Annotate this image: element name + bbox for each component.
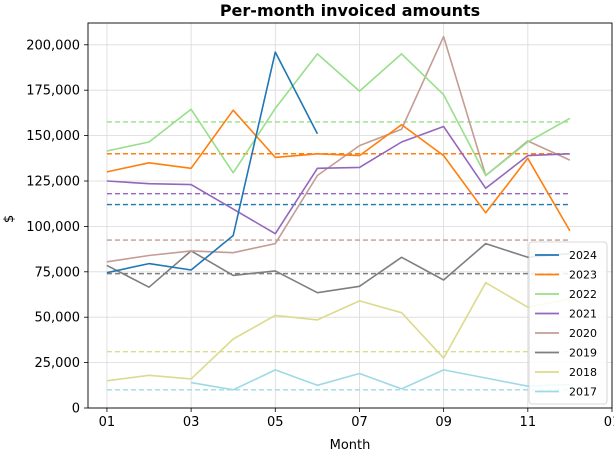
y-tick-label: 125,000 — [26, 174, 80, 189]
legend-label-2020: 2020 — [569, 327, 597, 340]
mean-lines — [106, 121, 570, 391]
series-line-2021 — [106, 125, 570, 235]
series-line-2017 — [190, 369, 570, 391]
plot-frame — [87, 22, 613, 409]
x-tick-label: 01 — [604, 415, 614, 430]
x-tick-label: 03 — [183, 415, 200, 430]
series-line-2023 — [106, 109, 571, 232]
x-tick-label: 07 — [351, 415, 368, 430]
legend-label-2019: 2019 — [569, 347, 597, 360]
y-tick-label: 100,000 — [26, 220, 80, 235]
series-line-2019 — [106, 242, 570, 294]
legend-label-2017: 2017 — [569, 386, 597, 399]
legend-label-2023: 2023 — [569, 269, 597, 282]
legend-label-2022: 2022 — [569, 288, 597, 301]
legend-box — [528, 241, 608, 405]
y-tick-label: 0 — [72, 402, 80, 417]
y-tick-label: 75,000 — [35, 265, 81, 280]
legend-label-2018: 2018 — [569, 366, 597, 379]
y-tick-label: 175,000 — [26, 84, 80, 99]
series-lines — [106, 35, 571, 391]
y-axis-label: $ — [2, 215, 17, 223]
series-line-2020 — [106, 35, 571, 263]
x-tick-label: 09 — [435, 415, 452, 430]
x-axis-label: Month — [330, 438, 371, 453]
tick-labels: 01 03 05 07 09 11 01 0 25,000 50,000 75,000 100,000… — [26, 38, 614, 430]
y-tick-label: 150,000 — [26, 129, 80, 144]
legend: 2024 2023 2022 2021 2020 2019 2018 2017 — [528, 241, 608, 405]
x-tick-label: 11 — [520, 415, 537, 430]
grid-lines — [88, 23, 613, 409]
x-tick-label: 01 — [99, 415, 116, 430]
y-tick-label: 25,000 — [35, 356, 81, 371]
legend-label-2024: 2024 — [569, 249, 597, 262]
axes — [84, 22, 613, 412]
series-line-2024 — [106, 51, 319, 274]
y-tick-label: 200,000 — [26, 38, 80, 53]
chart-title: Per-month invoiced amounts — [220, 1, 480, 20]
series-line-2022 — [106, 53, 571, 177]
y-tick-label: 50,000 — [35, 311, 81, 326]
legend-label-2021: 2021 — [569, 308, 597, 321]
x-tick-label: 05 — [267, 415, 284, 430]
series-line-2018 — [106, 281, 571, 382]
